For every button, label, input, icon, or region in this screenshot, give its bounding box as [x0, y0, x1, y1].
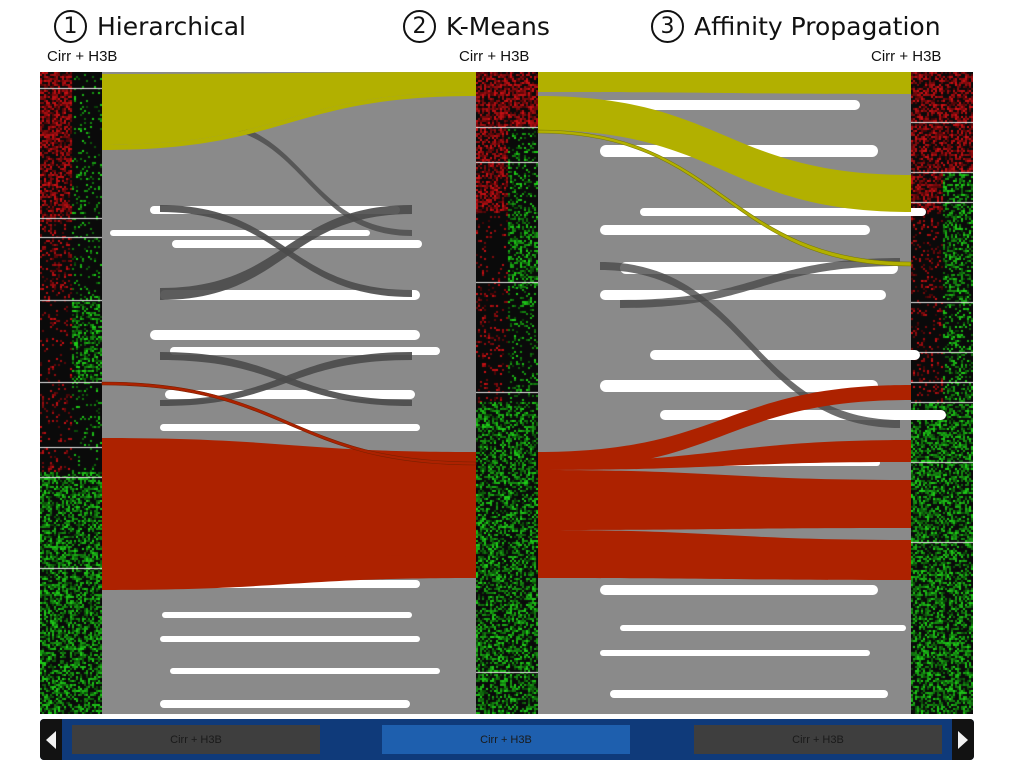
next-button[interactable] — [952, 719, 974, 760]
flow-gap-right-3 — [600, 225, 870, 235]
flow-red-left-thin — [101, 381, 477, 466]
flow-red-left-main — [102, 470, 476, 575]
title-affinity-propagation: 3 Affinity Propagation — [651, 6, 941, 46]
nav-tab-1[interactable]: Cirr + H3B — [72, 725, 320, 754]
flow-gap-left-1 — [110, 230, 370, 236]
step-number-3: 3 — [651, 9, 684, 43]
title-kmeans: 2 K-Means — [403, 6, 550, 46]
dataset-navigation-bar: Cirr + H3B Cirr + H3B Cirr + H3B — [40, 719, 974, 760]
flow-gap-right-12 — [600, 650, 870, 656]
flow-gap-right-13 — [610, 690, 888, 698]
previous-button[interactable] — [40, 719, 62, 760]
title-label-kmeans: K-Means — [446, 11, 550, 41]
flow-red-right-mid — [538, 440, 911, 470]
step-number-1: 1 — [54, 9, 87, 43]
flow-gap-left-12 — [160, 700, 410, 708]
flow-gap-right-5 — [600, 290, 886, 300]
flow-red-left-top — [102, 438, 476, 470]
flow-cross-right-2 — [620, 258, 900, 308]
flow-gap-left-4 — [160, 290, 420, 300]
flow-yellow-left-main — [102, 72, 476, 145]
flow-gap-right-10 — [600, 585, 878, 595]
flow-gap-right-2 — [640, 208, 926, 216]
cluster-flow-diagram — [101, 72, 946, 714]
flow-red-right-main — [538, 470, 911, 530]
flow-gap-right-7 — [600, 380, 878, 392]
flow-gap-right-6 — [650, 350, 920, 360]
title-label-affinity: Affinity Propagation — [694, 11, 941, 41]
flow-gap-left-9 — [162, 612, 412, 618]
title-label-hierarchical: Hierarchical — [97, 11, 246, 41]
heatmap-affinity — [911, 72, 973, 714]
flow-yellow-right-top — [538, 72, 911, 94]
column-label-affinity: Cirr + H3B — [871, 48, 942, 65]
flow-gap-left-11 — [170, 668, 440, 674]
flow-gap-left-10 — [160, 636, 420, 642]
step-number-2: 2 — [403, 9, 436, 43]
flow-gap-left-2 — [150, 330, 420, 340]
flow-cross-left-5 — [200, 120, 412, 236]
flow-yellow-left-thin — [102, 92, 476, 150]
nav-tab-2[interactable]: Cirr + H3B — [382, 725, 630, 754]
flow-gap-left-5 — [170, 347, 440, 355]
column-label-hierarchical: Cirr + H3B — [47, 48, 118, 65]
title-hierarchical: 1 Hierarchical — [54, 6, 246, 46]
flow-gap-right-0 — [590, 100, 860, 110]
flow-red-right-top — [538, 385, 911, 470]
flow-cross-right-1 — [600, 262, 900, 428]
flow-red-left-low — [102, 555, 476, 590]
flow-yellow-right-main — [538, 96, 911, 212]
nav-tab-3[interactable]: Cirr + H3B — [694, 725, 942, 754]
heatmap-kmeans — [476, 72, 538, 714]
column-label-kmeans: Cirr + H3B — [459, 48, 530, 65]
flow-yellow-right-thin — [537, 129, 912, 267]
chevron-right-icon — [958, 730, 968, 749]
flow-cross-left-2 — [160, 205, 412, 300]
flow-red-right-low — [538, 530, 911, 580]
flow-gap-right-11 — [620, 625, 906, 631]
chevron-left-icon — [46, 730, 56, 749]
flow-cross-left-4 — [160, 352, 412, 406]
flow-gap-left-7 — [160, 424, 420, 431]
heatmap-hierarchical — [40, 72, 102, 714]
flow-gap-right-8 — [660, 410, 946, 420]
